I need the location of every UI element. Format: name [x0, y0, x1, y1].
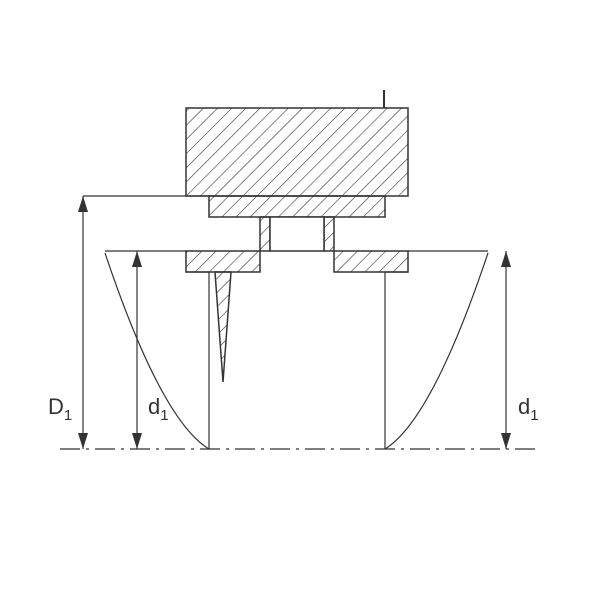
outer-ring [209, 196, 385, 217]
svg-text:d1: d1 [518, 394, 539, 424]
svg-text:d1: d1 [148, 394, 169, 424]
cage-left [260, 217, 270, 251]
cage-right [324, 217, 334, 251]
shaft-surface-left [105, 251, 209, 449]
d1-left-label-sub: 1 [160, 407, 168, 424]
shaft-surface-right [385, 251, 488, 449]
inner-ring-right [334, 251, 408, 272]
locating-pin [215, 272, 231, 382]
D1-label-sub: 1 [64, 407, 72, 424]
d1-right-label-main: d [518, 394, 530, 419]
housing-block [186, 108, 408, 196]
roller [270, 217, 324, 251]
dimension-D1: D1 [48, 196, 209, 449]
inner-ring-left [186, 251, 260, 272]
d1-left-label-main: d [148, 394, 160, 419]
D1-label-main: D [48, 394, 64, 419]
dimension-d1-right: d1 [501, 251, 539, 449]
d1-right-label-sub: 1 [530, 407, 538, 424]
dimension-d1-left: d1 [132, 251, 169, 449]
svg-text:D1: D1 [48, 394, 72, 424]
bearing-cross-section-diagram: D1 d1 d1 [0, 0, 600, 600]
